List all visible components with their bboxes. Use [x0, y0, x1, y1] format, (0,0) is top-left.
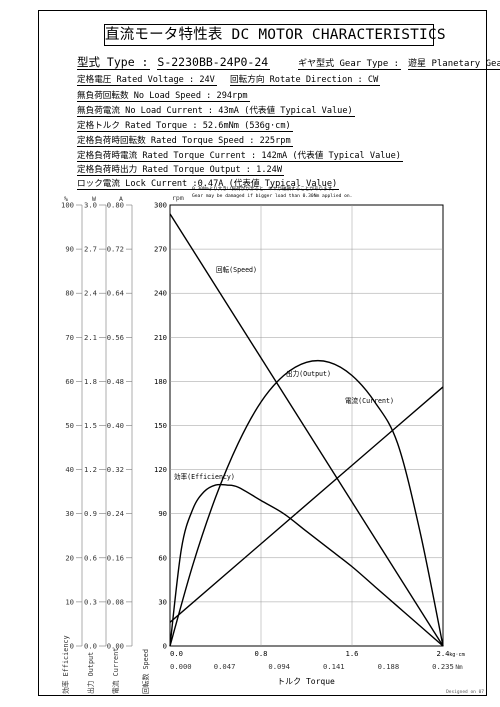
chart-labels: 回転(Speed) 電流(Current) 出力(Output) 効率(Efficie…	[174, 266, 394, 481]
efficiency-curve	[169, 483, 444, 647]
efficiency-unit-label: %	[64, 195, 68, 203]
rated-voltage: 定格電圧 Rated Voltage : 24V	[77, 75, 217, 86]
speed-tick-label: 270	[154, 245, 167, 254]
current-tick-label: 0.64	[107, 289, 124, 298]
gear-type-label: ギヤ型式 Gear Type :	[298, 59, 402, 70]
designed-note: Designed on 07	[446, 690, 484, 695]
current-tick-label: 0.24	[107, 509, 124, 518]
efficiency-tick-label: 20	[65, 553, 74, 562]
efficiency-tick-label: 60	[65, 377, 74, 386]
output-tick-label: 0.6	[84, 553, 97, 562]
speed-tick-label: 120	[154, 465, 167, 474]
output-tick-label: 2.4	[84, 289, 97, 298]
output-unit-label: W	[92, 195, 96, 203]
rated-torque: 定格トルク Rated Torque : 52.6mNm (536g·cm)	[77, 121, 293, 132]
type-row: 型式 Type : S-2230BB-24P0-24 ギヤ型式 Gear Typ…	[77, 55, 500, 71]
warning-en: Gear may be damaged if bigger load than …	[192, 194, 353, 199]
sheet-title: 直流モータ特性表 DC MOTOR CHARACTERISTICS	[104, 24, 446, 46]
speed-tick-label: 240	[154, 289, 167, 298]
speed-curve-label: 回転(Speed)	[216, 266, 257, 274]
rated-torque-output: 定格負荷時出力 Rated Torque Output : 1.24W	[77, 165, 285, 176]
current-curve-label: 電流(Current)	[345, 396, 394, 405]
efficiency-tick-label: 80	[65, 289, 74, 298]
output-tick-label: 1.5	[84, 421, 97, 430]
efficiency-axis-title: 効率 Efficiency	[61, 635, 70, 694]
sheet-frame	[38, 10, 487, 696]
current-tick-label: 0.16	[107, 553, 124, 562]
gear-type-value: 遊星 Planetary Gear	[408, 59, 500, 70]
current-unit-label: A	[119, 195, 123, 203]
output-tick-label: 2.1	[84, 333, 97, 342]
x-axis-title: トルク Torque	[277, 677, 335, 686]
x-primary-tick-label: 0.0	[170, 649, 183, 658]
x-secondary-tick-label: 0.188	[378, 662, 400, 671]
x-secondary-unit: Nm	[455, 664, 463, 671]
speed-tick-label: 150	[154, 421, 167, 430]
speed-tick-label: 210	[154, 333, 167, 342]
speed-axis-title: 回転数 Speed	[141, 649, 150, 694]
efficiency-tick-label: 70	[65, 333, 74, 342]
output-tick-label: 3.0	[84, 201, 97, 210]
x-primary-tick-label: 0.8	[255, 649, 268, 658]
current-axis-title: 電流 Current	[111, 648, 120, 694]
rated-torque-current: 定格負荷時電流 Rated Torque Current : 142mA (代表…	[77, 151, 403, 162]
speed-tick-label: 60	[158, 553, 167, 562]
type-value: S-2230BB-24P0-24	[157, 55, 271, 70]
rated-torque-speed: 定格負荷時回転数 Rated Torque Speed : 225rpm	[77, 136, 293, 147]
x-secondary-tick-label: 0.047	[214, 662, 236, 671]
efficiency-tick-label: 40	[65, 465, 74, 474]
speed-tick-label: 180	[154, 377, 167, 386]
x-secondary-tick-label: 0.000	[170, 662, 192, 671]
speed-curve	[169, 213, 444, 647]
output-tick-label: 0.9	[84, 509, 97, 518]
x-secondary-tick-label: 0.094	[268, 662, 290, 671]
speed-unit-label: rpm	[172, 194, 184, 202]
speed-tick-label: 30	[158, 597, 167, 606]
x-secondary-tick-label: 0.235	[432, 662, 454, 671]
warning-jp: 0.30Nmより大きい負荷がかかると、ギヤが破損することがあります。	[192, 187, 337, 192]
x-primary-unit: kg·cm	[449, 652, 465, 658]
speed-tick-label: 300	[154, 201, 167, 210]
efficiency-tick-label: 100	[61, 201, 74, 210]
no-load-current: 無負荷電流 No Load Current : 43mA (代表値 Typica…	[77, 106, 355, 117]
current-tick-label: 0.48	[107, 377, 124, 386]
efficiency-tick-label: 0	[70, 642, 74, 651]
current-tick-label: 0.56	[107, 333, 124, 342]
efficiency-tick-label: 10	[65, 597, 74, 606]
current-tick-label: 0.00	[107, 642, 124, 651]
no-load-speed: 無負荷回転数 No Load Speed : 294rpm	[77, 91, 250, 102]
current-curve	[169, 386, 444, 623]
output-tick-label: 0.0	[84, 642, 97, 651]
efficiency-tick-label: 90	[65, 245, 74, 254]
output-curve-label: 出力(Output)	[286, 369, 331, 378]
current-tick-label: 0.80	[107, 201, 124, 210]
speed-tick-label: 90	[158, 509, 167, 518]
speed-tick-label: 0	[163, 642, 167, 651]
output-curve	[169, 359, 444, 647]
efficiency-curve-label: 効率(Efficiency)	[174, 472, 235, 481]
current-tick-label: 0.72	[107, 245, 124, 254]
chart-series	[169, 213, 444, 647]
output-tick-label: 0.3	[84, 597, 97, 606]
current-tick-label: 0.40	[107, 421, 124, 430]
x-secondary-tick-label: 0.141	[323, 662, 345, 671]
type-label: 型式 Type :	[77, 55, 151, 70]
lock-current: ロック電流 Lock Current :0.47A (代表値 Typical V…	[77, 179, 340, 190]
output-axis-title: 出力 Output	[86, 652, 95, 694]
current-tick-label: 0.32	[107, 465, 124, 474]
rotate-direction: 回転方向 Rotate Direction : CW	[230, 75, 381, 86]
output-tick-label: 2.7	[84, 245, 97, 254]
current-tick-label: 0.08	[107, 597, 124, 606]
x-primary-tick-label: 2.4	[437, 649, 450, 658]
chart-grid	[169, 204, 444, 647]
output-tick-label: 1.2	[84, 465, 97, 474]
efficiency-tick-label: 50	[65, 421, 74, 430]
x-primary-tick-label: 1.6	[346, 649, 359, 658]
efficiency-tick-label: 30	[65, 509, 74, 518]
output-tick-label: 1.8	[84, 377, 97, 386]
